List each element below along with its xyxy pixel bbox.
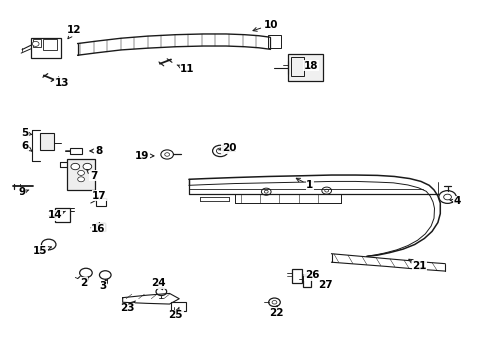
Text: 5: 5 [21,128,32,138]
Bar [171,302,185,311]
Circle shape [156,288,166,296]
Circle shape [164,153,169,156]
Circle shape [99,271,111,279]
Text: 21: 21 [408,259,426,271]
Circle shape [83,163,92,170]
Bar [267,35,281,48]
Text: 15: 15 [33,246,51,256]
Bar [55,208,70,222]
Text: 2: 2 [80,277,88,288]
Circle shape [271,301,276,304]
Bar [43,39,57,50]
Circle shape [32,41,39,46]
Text: 6: 6 [21,141,32,151]
Bar [287,54,322,81]
Bar [291,269,301,283]
Text: 18: 18 [304,61,318,71]
Text: 9: 9 [19,188,29,197]
Text: 19: 19 [135,151,154,161]
Circle shape [78,170,84,175]
Circle shape [261,188,270,195]
Bar [70,148,82,154]
Text: 11: 11 [177,64,194,75]
Bar [95,222,105,231]
Circle shape [216,148,224,154]
Text: 26: 26 [304,270,319,280]
Text: 12: 12 [67,26,81,39]
Circle shape [438,191,455,203]
Text: 7: 7 [86,170,97,181]
Bar [67,159,95,190]
Text: 22: 22 [268,306,283,318]
Bar [33,39,41,47]
Text: 24: 24 [151,279,165,290]
Circle shape [78,177,84,182]
Text: 25: 25 [168,307,183,320]
Text: 16: 16 [91,223,105,234]
Circle shape [71,163,80,170]
Text: 23: 23 [120,301,135,313]
Text: 3: 3 [100,279,107,291]
Text: 17: 17 [92,191,106,201]
Text: 1: 1 [296,178,313,190]
Text: 20: 20 [218,143,236,153]
Bar [290,57,304,76]
Circle shape [41,239,56,250]
Circle shape [80,268,92,278]
Text: 13: 13 [54,77,69,87]
Text: 8: 8 [90,146,103,156]
Circle shape [443,194,450,200]
Circle shape [268,298,280,306]
Bar [303,276,310,287]
Bar [41,133,54,150]
Circle shape [264,190,267,193]
Circle shape [324,189,328,192]
Text: 27: 27 [318,280,332,289]
Circle shape [321,187,331,194]
Text: 10: 10 [252,20,278,31]
Bar [31,37,61,58]
Circle shape [161,150,173,159]
Bar [95,198,106,206]
Text: 4: 4 [449,196,460,206]
Text: 14: 14 [47,211,65,220]
Circle shape [212,145,227,157]
